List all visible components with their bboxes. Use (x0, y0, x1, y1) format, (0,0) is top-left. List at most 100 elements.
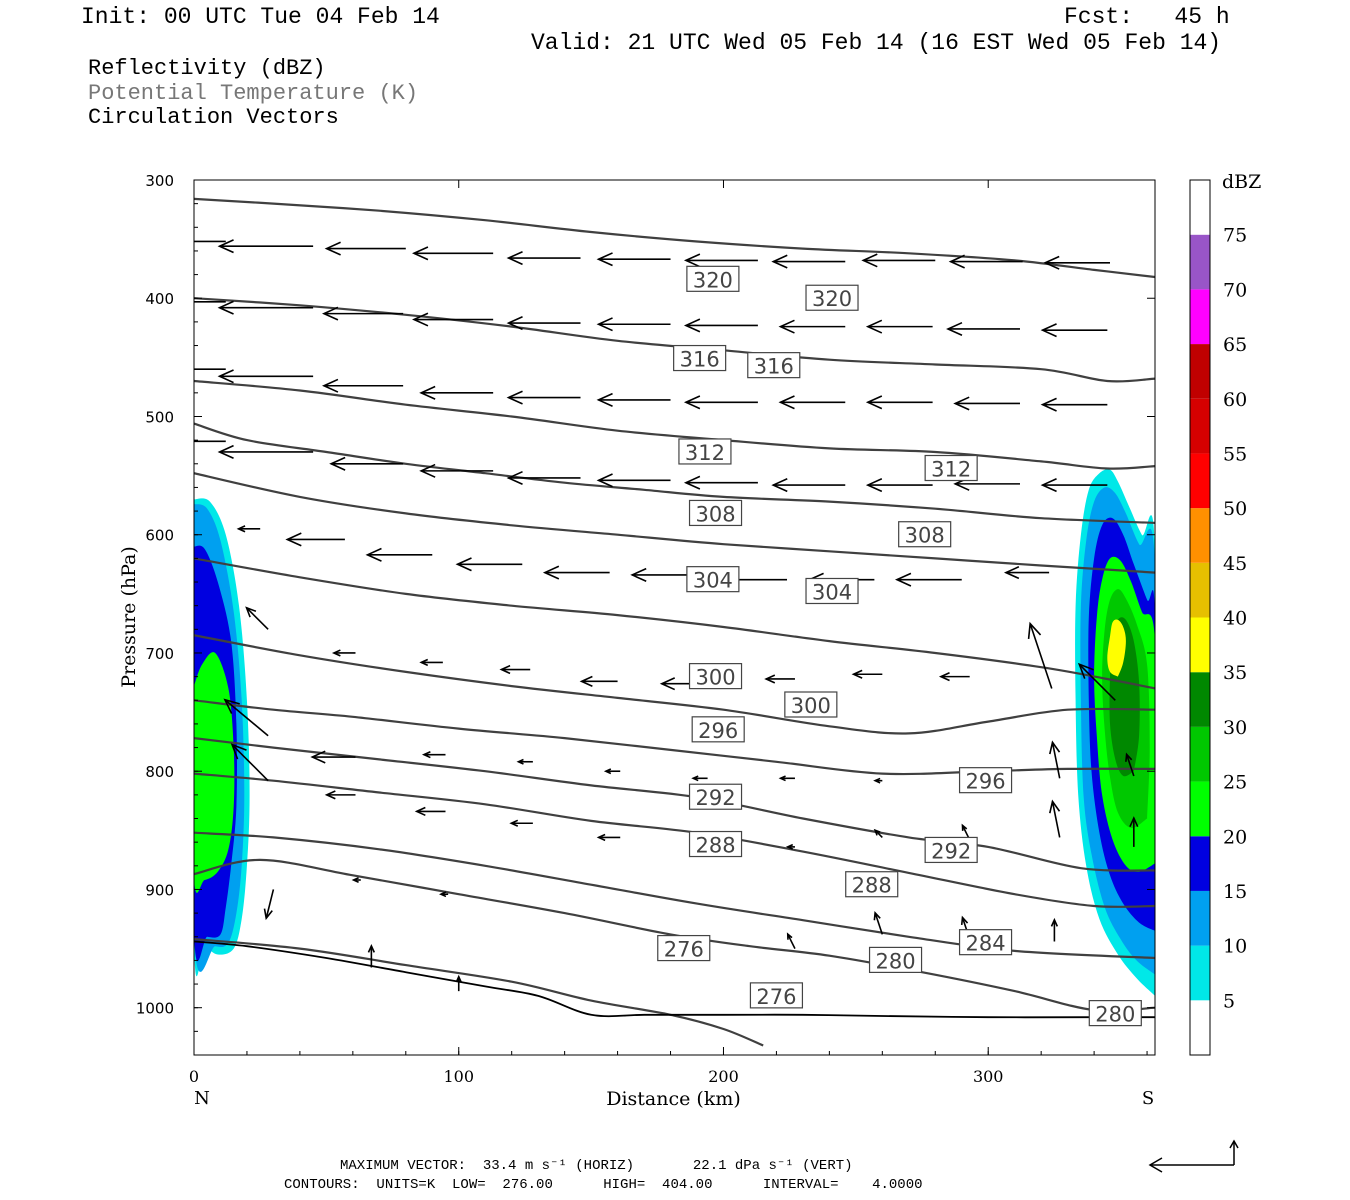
circulation-vector (953, 396, 1020, 411)
contour-label-box (686, 566, 740, 593)
surface-line (194, 940, 1155, 1019)
contour-label-text: 276 (756, 985, 796, 1009)
vector-head (771, 478, 788, 493)
circulation-vector (245, 606, 269, 630)
contour-label-text: 304 (693, 569, 733, 593)
axes: 0 100 200 300 300 400 500 600 700 800 900 1000 Dista… (118, 172, 1155, 1110)
circulation-vector (285, 532, 345, 547)
vector-head (161, 363, 175, 376)
contour-label-text: 320 (693, 268, 733, 292)
circulation-vector (764, 674, 795, 684)
contour-label-text: 276 (664, 938, 704, 962)
vector-head (961, 823, 968, 831)
contour-label-box (673, 344, 727, 372)
circulation-vector (786, 932, 796, 949)
circulation-vector (596, 252, 671, 267)
colorbar-seg (1190, 344, 1210, 399)
vector-head (217, 444, 234, 459)
circulation-vector (321, 306, 404, 321)
colorbar-level-label: 55 (1223, 443, 1247, 465)
vector-head (217, 369, 234, 384)
vector-head (285, 532, 302, 547)
contour-label-box (784, 691, 838, 718)
contour-label-text: 304 (812, 580, 852, 604)
init-time: Init: 00 UTC Tue 04 Feb 14 (81, 4, 440, 30)
vector-head (245, 606, 257, 618)
circulation-vector (1129, 816, 1139, 847)
x-axis-label: Distance (km) (606, 1088, 741, 1110)
contour-label-text: 288 (852, 874, 892, 898)
vector-head (603, 768, 612, 775)
vector-head (873, 828, 881, 836)
circulation-vector (1003, 566, 1050, 580)
contour-label-box (657, 934, 711, 962)
circulation-vector (367, 943, 376, 968)
circulation-vector (324, 790, 356, 800)
vector-shaft (245, 607, 269, 630)
vector-head (506, 470, 523, 486)
circulation-vector (516, 758, 533, 765)
colorbar-level-label: 10 (1223, 936, 1247, 958)
circulation-vector (236, 525, 261, 533)
contour-label-box (924, 454, 978, 482)
theta-contour-304-4 (194, 472, 1155, 574)
circulation-vector (1125, 752, 1135, 777)
colorbar-seg (1190, 508, 1210, 563)
contour-label-308: 308 (688, 499, 743, 526)
circulation-vector (778, 319, 846, 334)
circulation-vector (194, 440, 226, 443)
circulation-vector (324, 241, 406, 256)
north-label: N (194, 1088, 210, 1109)
vector-head (771, 254, 788, 269)
vector-head (310, 750, 326, 764)
contour-label-text: 320 (812, 287, 852, 311)
vector-head (873, 910, 881, 921)
circulation-vector (596, 833, 621, 842)
contour-label-280: 280 (868, 946, 923, 973)
vector-head (683, 253, 701, 268)
contour-label-text: 308 (695, 502, 735, 526)
colorbar-seg-below (1190, 1000, 1210, 1055)
vector-head (865, 319, 883, 334)
contour-label-box (688, 783, 743, 810)
contours-note: CONTOURS: UNITS=K LOW= 276.00 HIGH= 404.… (284, 1177, 923, 1193)
colorbar-level-label: 50 (1223, 498, 1247, 520)
theta-contour-320-0 (194, 197, 1155, 279)
circulation-vector (1043, 255, 1110, 270)
vector-head (786, 932, 793, 940)
vector-head (351, 877, 359, 883)
circulation-vector (1049, 740, 1061, 779)
vector-head (630, 567, 647, 582)
y-tick-label: 900 (145, 881, 174, 899)
y-tick-label: 500 (145, 408, 174, 426)
vector-head (596, 473, 613, 488)
circulation-vector (506, 470, 581, 486)
vector-shaft (265, 889, 275, 919)
vector-shaft (224, 699, 269, 737)
circulation-vector (894, 572, 962, 587)
contour-label-box (805, 577, 859, 605)
circulation-vector (161, 363, 226, 376)
contour-label-288: 288 (845, 871, 899, 898)
vector-shaft (1029, 623, 1053, 689)
colorbar-seg (1190, 890, 1210, 946)
circulation-vector (865, 319, 933, 334)
circulation-vector (506, 316, 581, 331)
colorbar-seg (1190, 836, 1210, 891)
circulation-vector (217, 369, 314, 384)
circulation-vector (683, 253, 758, 268)
x-tick-label: 100 (443, 1067, 474, 1086)
vector-head (321, 378, 339, 393)
vector-head (367, 943, 376, 953)
vector-head (873, 777, 881, 784)
vector-head (217, 300, 234, 315)
circulation-vector (223, 698, 269, 737)
theta-contours (194, 197, 1155, 1047)
y-axis-label: Pressure (hPa) (118, 546, 140, 688)
circulation-vector (946, 321, 1020, 337)
colorbar-level-label: 60 (1223, 389, 1247, 411)
contour-label-text: 284 (966, 932, 1006, 956)
contour-label-304: 304 (686, 566, 740, 593)
circulation-vector (412, 312, 494, 327)
y-tick-label: 700 (145, 645, 174, 663)
